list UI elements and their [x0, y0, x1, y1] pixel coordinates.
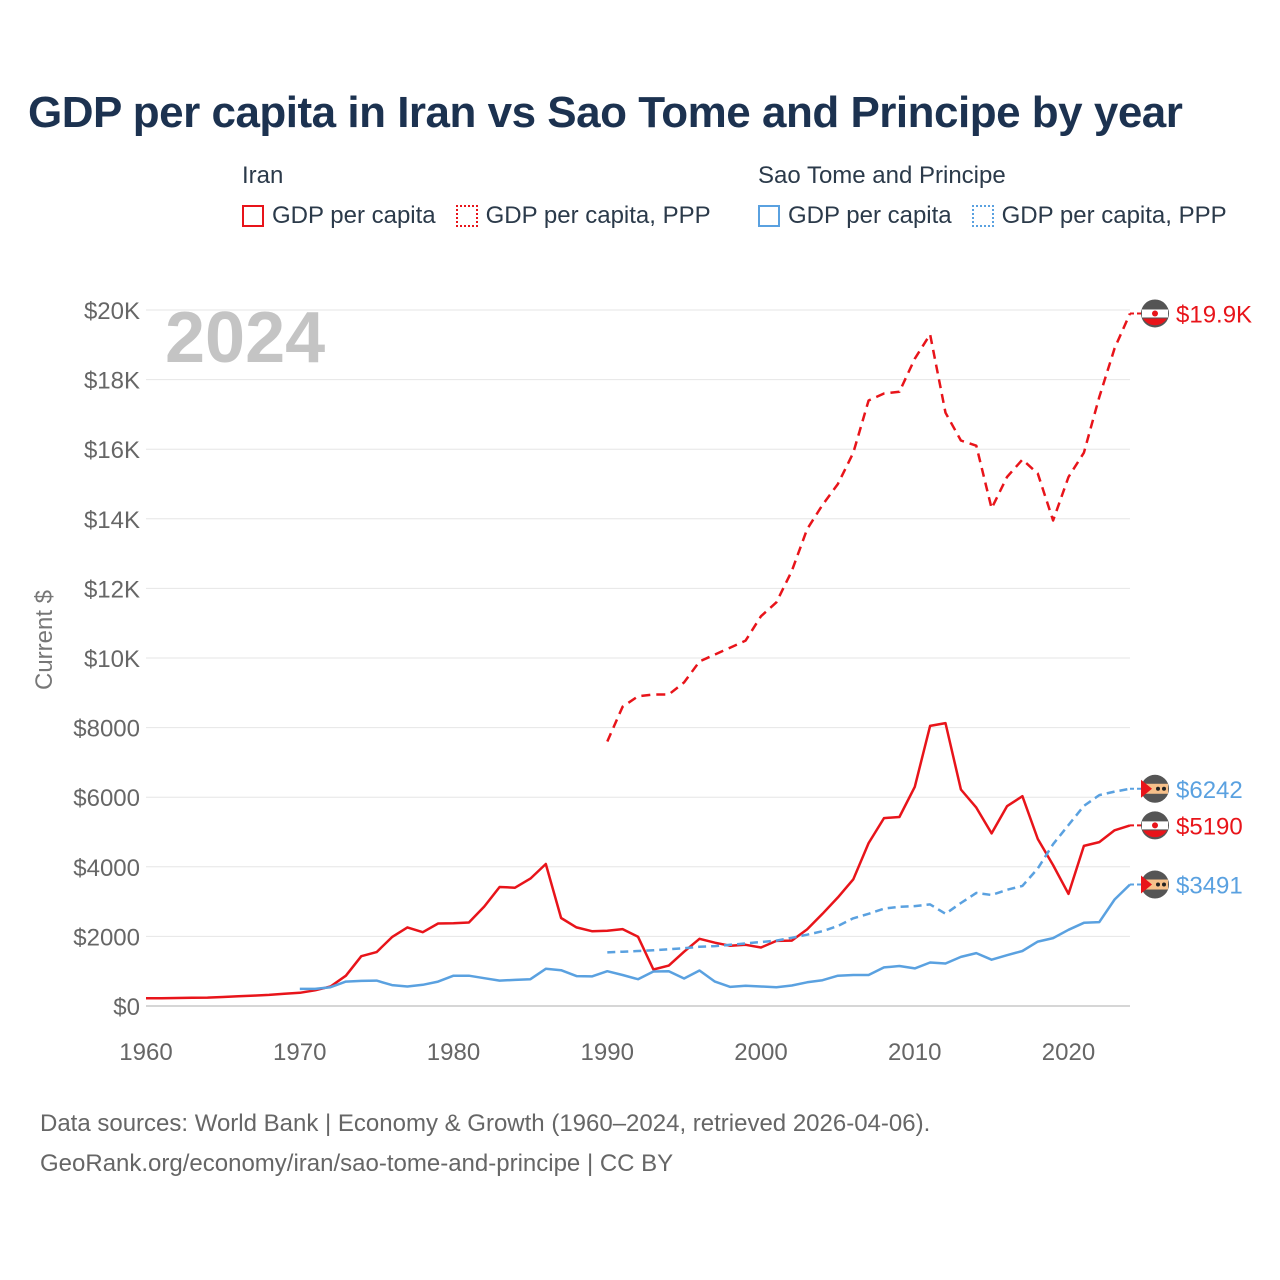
y-tick-label: $8000 [73, 716, 140, 743]
legend-label: GDP per capita [272, 202, 436, 229]
flag-star [1162, 786, 1166, 791]
x-tick-label: 1970 [273, 1039, 326, 1066]
y-tick-label: $2000 [73, 924, 140, 951]
end-value-label: $19.9K [1176, 301, 1252, 328]
flag-stripe [1142, 783, 1168, 794]
series-line[interactable] [299, 883, 1131, 991]
flag-star [1156, 882, 1160, 887]
flag-star [1156, 786, 1160, 791]
flag-stripe [1143, 318, 1167, 326]
legend-group-sao-tome: Sao Tome and Principe GDP per capita GDP… [758, 162, 1227, 230]
flag-emblem [1152, 822, 1158, 829]
y-tick-label: $20K [84, 298, 140, 325]
end-value-label: $6242 [1176, 777, 1243, 804]
series-lines [145, 312, 1132, 1000]
legend-item-iran-gdp-ppp[interactable]: GDP per capita, PPP [455, 202, 711, 230]
y-tick-label: $6000 [73, 785, 140, 812]
flag-emblem [1152, 310, 1158, 317]
flag-stripe [1142, 879, 1168, 890]
end-value-label: $5190 [1176, 813, 1243, 840]
legend-swatch-solid [758, 205, 780, 227]
footer-link[interactable]: GeoRank.org/economy/iran/sao-tome-and-pr… [40, 1150, 674, 1177]
year-watermark: 2024 [165, 298, 325, 378]
chart-title: GDP per capita in Iran vs Sao Tome and P… [28, 88, 1183, 137]
legend-group-title: Sao Tome and Principe [758, 162, 1006, 189]
series-line[interactable] [607, 787, 1131, 954]
y-axis-label: Current $ [31, 590, 58, 690]
y-tick-label: $0 [113, 994, 140, 1021]
y-tick-label: $10K [84, 646, 140, 673]
legend-swatch-solid [242, 205, 264, 227]
y-tick-label: $16K [84, 437, 140, 464]
footer: Data sources: World Bank | Economy & Gro… [40, 1104, 930, 1184]
x-axis: 1960 1970 1980 1990 2000 2010 2020 [119, 1039, 1095, 1066]
series-line[interactable] [145, 721, 1131, 1000]
y-axis: $0 $2000 $4000 $6000 $8000 $10K $12K $14K $16K $1… [73, 298, 140, 1021]
line-chart: $0 $2000 $4000 $6000 $8000 $10K $12K $14K $16K $1… [31, 298, 1252, 1066]
end-value-label: $3491 [1176, 873, 1243, 900]
legend-swatch-dotted [455, 205, 478, 227]
end-markers: $19.9K $5190 $6242 $3491 [1130, 299, 1252, 900]
legend-item-stp-gdp-ppp[interactable]: GDP per capita, PPP [971, 202, 1227, 230]
x-tick-label: 2020 [1042, 1039, 1095, 1066]
flag-star [1162, 882, 1166, 887]
gridlines [146, 309, 1130, 1007]
legend-item-iran-gdp[interactable]: GDP per capita [242, 202, 436, 230]
x-tick-label: 1990 [581, 1039, 634, 1066]
legend-group-iran: Iran GDP per capita GDP per capita, PPP [242, 162, 711, 230]
legend-label: GDP per capita [788, 202, 952, 229]
legend-label: GDP per capita, PPP [485, 202, 711, 229]
flag-stripe [1143, 830, 1167, 838]
x-tick-label: 2010 [888, 1039, 941, 1066]
y-tick-label: $4000 [73, 855, 140, 882]
y-tick-label: $12K [84, 576, 140, 603]
x-tick-label: 1960 [119, 1039, 172, 1066]
flag-triangle [1141, 779, 1152, 798]
series-line[interactable] [606, 312, 1132, 743]
x-tick-label: 1980 [427, 1039, 480, 1066]
x-tick-label: 2000 [734, 1039, 787, 1066]
legend-group-title: Iran [242, 162, 284, 189]
footer-sources: Data sources: World Bank | Economy & Gro… [40, 1110, 931, 1137]
flag-triangle [1141, 875, 1152, 894]
legend-item-stp-gdp[interactable]: GDP per capita [758, 202, 952, 230]
y-tick-label: $14K [84, 507, 140, 534]
legend-label: GDP per capita, PPP [1001, 202, 1227, 229]
legend-swatch-dotted [971, 205, 994, 227]
y-tick-label: $18K [84, 368, 140, 395]
